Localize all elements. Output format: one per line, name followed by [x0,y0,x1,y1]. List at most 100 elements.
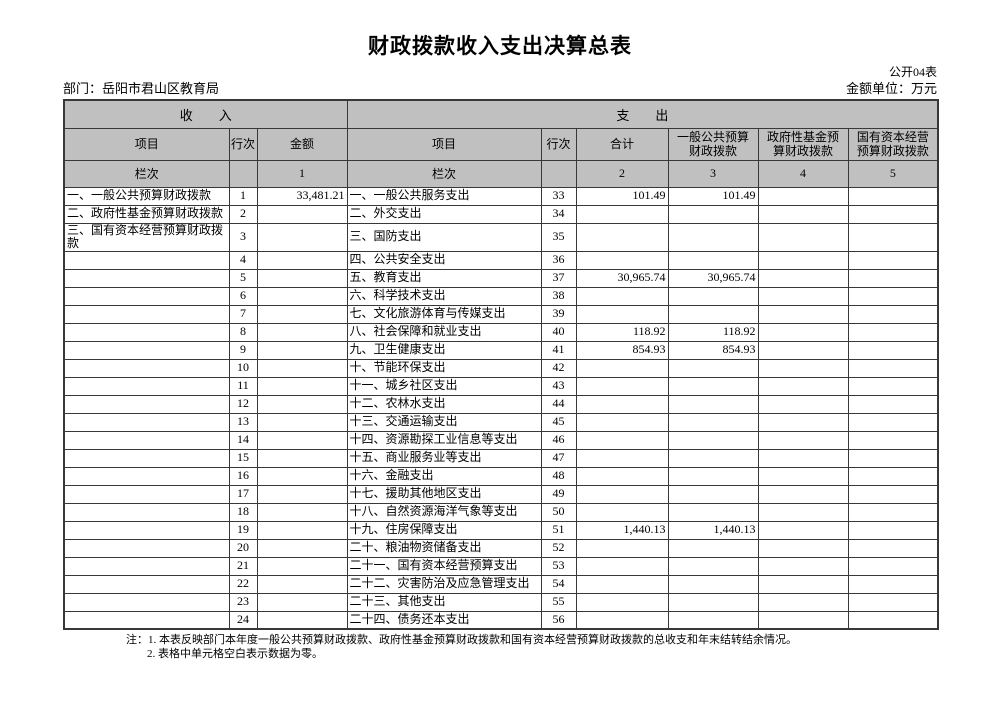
income-line-no-header: 行次 [228,127,258,161]
expense-line-no-cell: 48 [540,466,577,486]
income-item-cell [63,574,230,594]
gov-fund-amount-cell [757,502,849,522]
gov-fund-amount-cell [757,412,849,432]
expense-item-cell: 十七、援助其他地区支出 [346,484,542,504]
income-amount-cell [256,484,348,504]
state-capital-amount-cell [847,502,939,522]
table-row: 20 二十、粮油物资储备支出 52 [63,538,939,558]
table-row: 17 十七、援助其他地区支出 49 [63,484,939,504]
state-capital-amount-cell [847,610,939,630]
table-row: 5 五、教育支出 37 30,965.74 30,965.74 [63,268,939,288]
income-item-cell [63,394,230,414]
gov-fund-amount-cell [757,222,849,252]
income-line-no-cell: 17 [228,484,258,504]
income-item-cell [63,610,230,630]
table-row: 22 二十二、灾害防治及应急管理支出 54 [63,574,939,594]
expense-item-cell: 十四、资源勘探工业信息等支出 [346,430,542,450]
gov-fund-amount-cell [757,304,849,324]
table-row: 11 十一、城乡社区支出 43 [63,376,939,396]
expense-item-cell: 三、国防支出 [346,222,542,252]
gov-fund-amount-cell [757,592,849,612]
state-capital-amount-cell [847,322,939,342]
expense-total-cell [575,466,669,486]
expense-item-cell: 四、公共安全支出 [346,250,542,270]
table-row: 4 四、公共安全支出 36 [63,250,939,270]
gov-fund-amount-cell [757,574,849,594]
expense-line-no-cell: 47 [540,448,577,468]
state-capital-amount-cell [847,574,939,594]
income-line-no-cell: 6 [228,286,258,306]
income-line-no-cell: 3 [228,222,258,252]
income-amount-cell [256,286,348,306]
table-row: 18 十八、自然资源海洋气象等支出 50 [63,502,939,522]
general-budget-amount-cell: 118.92 [667,322,759,342]
income-amount-cell [256,304,348,324]
gov-fund-amount-cell [757,556,849,576]
state-capital-amount-cell [847,430,939,450]
expense-total-cell [575,358,669,378]
expense-total-cell [575,412,669,432]
income-item-cell [63,538,230,558]
expense-total-header: 合计 [575,127,669,161]
gov-fund-amount-cell [757,358,849,378]
gov-fund-amount-cell [757,204,849,224]
state-capital-amount-cell [847,222,939,252]
table-header: 收 入 支 出 项目 行次 金额 项目 行次 合计 一般公共预算 财政拨款 政府… [63,99,939,188]
income-line-no-cell: 8 [228,322,258,342]
rank-cell [540,159,577,188]
state-capital-amount-cell [847,304,939,324]
expense-item-cell: 七、文化旅游体育与传媒支出 [346,304,542,324]
general-budget-amount-cell [667,286,759,306]
expense-line-no-cell: 50 [540,502,577,522]
gov-fund-amount-cell [757,394,849,414]
income-amount-cell [256,322,348,342]
general-budget-amount-cell [667,592,759,612]
income-item-cell: 三、国有资本经营预算财政拨 款 [63,222,230,252]
expense-total-cell [575,484,669,504]
income-amount-cell [256,502,348,522]
income-amount-cell [256,412,348,432]
income-line-no-cell: 22 [228,574,258,594]
expense-line-no-cell: 46 [540,430,577,450]
expense-item-header: 项目 [346,127,542,161]
income-item-cell [63,358,230,378]
expense-total-cell [575,304,669,324]
note-1: 注：1. 本表反映部门本年度一般公共预算财政拨款、政府性基金预算财政拨款和国有资… [126,634,797,646]
general-budget-amount-cell [667,502,759,522]
general-budget-amount-cell [667,394,759,414]
expense-line-no-cell: 43 [540,376,577,396]
group-header-row: 收 入 支 出 [63,99,939,129]
expense-total-cell: 30,965.74 [575,268,669,288]
general-budget-amount-cell: 101.49 [667,186,759,206]
table-code-label: 公开04表 [888,65,937,79]
income-amount-cell [256,610,348,630]
income-amount-cell [256,538,348,558]
income-item-cell [63,592,230,612]
general-budget-amount-cell [667,466,759,486]
table-row: 19 十九、住房保障支出 51 1,440.13 1,440.13 [63,520,939,540]
income-amount-cell: 33,481.21 [256,186,348,206]
income-amount-cell [256,592,348,612]
income-line-no-cell: 9 [228,340,258,360]
income-line-no-cell: 21 [228,556,258,576]
income-item-cell [63,466,230,486]
table-row: 9 九、卫生健康支出 41 854.93 854.93 [63,340,939,360]
expense-item-cell: 十五、商业服务业等支出 [346,448,542,468]
table-row: 7 七、文化旅游体育与传媒支出 39 [63,304,939,324]
state-capital-amount-cell [847,538,939,558]
expense-line-no-cell: 53 [540,556,577,576]
general-budget-amount-cell: 30,965.74 [667,268,759,288]
expense-item-cell: 二十、粮油物资储备支出 [346,538,542,558]
expense-line-no-cell: 33 [540,186,577,206]
gov-fund-amount-cell [757,610,849,630]
expense-item-cell: 六、科学技术支出 [346,286,542,306]
expense-line-no-cell: 35 [540,222,577,252]
expense-item-cell: 二十二、灾害防治及应急管理支出 [346,574,542,594]
state-capital-amount-cell [847,412,939,432]
income-line-no-cell: 23 [228,592,258,612]
general-budget-amount-cell [667,222,759,252]
income-item-cell [63,430,230,450]
income-line-no-cell: 5 [228,268,258,288]
income-line-no-cell: 20 [228,538,258,558]
